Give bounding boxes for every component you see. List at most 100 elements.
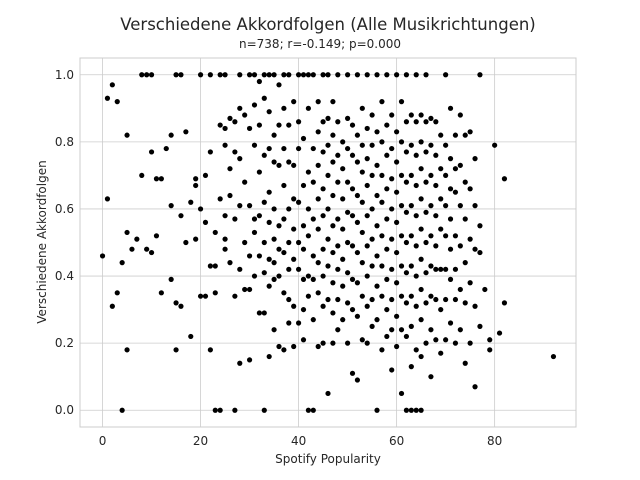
data-point: [315, 196, 321, 202]
data-point: [369, 172, 375, 179]
data-point: [261, 270, 267, 276]
data-point: [423, 300, 429, 306]
data-point: [330, 99, 336, 105]
data-point: [418, 226, 424, 232]
data-point: [256, 169, 262, 175]
data-point: [237, 72, 243, 78]
data-point: [364, 303, 370, 309]
data-point: [398, 263, 405, 269]
x-axis-label: Spotify Popularity: [275, 452, 381, 466]
data-point: [433, 296, 439, 303]
data-point: [364, 182, 370, 189]
data-point: [124, 132, 130, 138]
data-point: [183, 239, 189, 246]
data-point: [242, 179, 248, 185]
data-point: [354, 280, 361, 286]
data-point: [447, 320, 454, 326]
y-tick-label: 0.0: [55, 403, 74, 417]
data-point: [345, 145, 351, 152]
data-point: [462, 216, 468, 222]
data-point: [428, 263, 434, 269]
data-point: [428, 203, 434, 209]
data-point: [300, 182, 307, 189]
data-point: [389, 367, 395, 373]
data-point: [227, 166, 233, 172]
y-axis-label: Verschiedene Akkordfolgen: [35, 160, 49, 323]
data-point: [467, 340, 473, 346]
data-point: [286, 159, 292, 165]
data-point: [398, 293, 405, 299]
data-point: [207, 72, 213, 78]
data-point: [359, 199, 365, 205]
data-point: [246, 203, 253, 209]
data-point: [369, 296, 375, 303]
data-point: [384, 246, 390, 252]
data-point: [462, 360, 468, 366]
data-point: [310, 72, 316, 78]
data-point: [398, 99, 405, 105]
data-point: [433, 337, 439, 343]
data-point: [354, 219, 361, 225]
data-point: [384, 72, 390, 78]
data-point: [266, 219, 272, 225]
data-point: [202, 293, 209, 299]
data-point: [413, 273, 419, 279]
data-point: [379, 99, 385, 105]
data-point: [340, 283, 346, 289]
data-point: [447, 216, 454, 222]
data-point: [359, 260, 365, 266]
data-point: [153, 233, 160, 239]
data-point: [104, 196, 111, 202]
data-point: [413, 152, 419, 158]
data-point: [438, 132, 444, 138]
data-point: [315, 129, 321, 135]
data-point: [251, 142, 258, 148]
data-point: [217, 407, 223, 413]
data-point: [487, 347, 493, 353]
data-point: [193, 182, 199, 189]
data-point: [443, 142, 449, 148]
data-point: [418, 317, 424, 323]
data-point: [354, 132, 361, 138]
data-point: [364, 72, 370, 78]
data-point: [482, 286, 488, 293]
data-point: [291, 162, 297, 168]
data-point: [178, 213, 184, 219]
data-point: [119, 407, 125, 413]
data-point: [374, 317, 380, 323]
data-point: [389, 145, 395, 152]
data-point: [153, 176, 160, 182]
data-point: [305, 206, 311, 212]
data-point: [305, 169, 311, 175]
data-point: [467, 129, 473, 135]
data-point: [492, 142, 498, 148]
data-point: [359, 142, 365, 148]
data-point: [364, 243, 370, 249]
data-point: [477, 249, 483, 256]
data-point: [340, 166, 346, 172]
data-point: [374, 407, 380, 413]
data-point: [418, 139, 424, 145]
data-point: [359, 337, 365, 343]
data-point: [256, 310, 262, 316]
data-point: [354, 313, 361, 319]
data-point: [457, 327, 463, 333]
data-point: [394, 343, 400, 350]
data-point: [114, 99, 120, 105]
data-point: [310, 407, 316, 413]
data-point: [408, 263, 414, 269]
data-point: [305, 273, 311, 279]
data-point: [222, 236, 228, 242]
data-point: [443, 72, 449, 78]
data-point: [403, 209, 410, 215]
data-point: [281, 249, 287, 256]
data-point: [251, 72, 258, 78]
data-point: [232, 216, 238, 222]
data-point: [124, 347, 130, 353]
data-point: [462, 132, 468, 138]
data-point: [271, 327, 277, 333]
data-point: [472, 303, 478, 309]
data-point: [457, 203, 463, 209]
data-point: [320, 72, 326, 78]
